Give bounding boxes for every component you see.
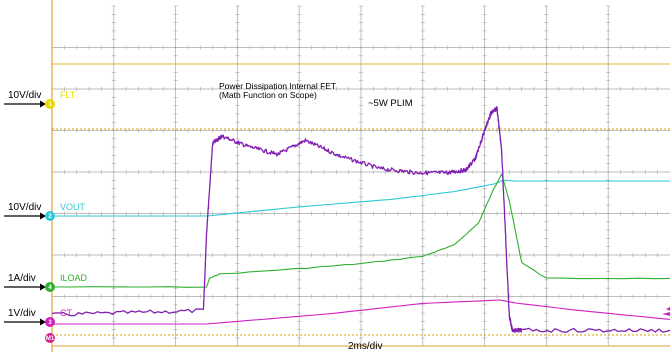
- x-axis-scale-label: 2ms/div: [348, 341, 382, 352]
- channel-scale-ct: 1V/div: [8, 308, 36, 319]
- channel-marker-label: 2: [48, 214, 52, 220]
- channel-name-ct: CT: [60, 308, 72, 318]
- channel-marker-2: [45, 211, 55, 221]
- annotation-power-line2: (Math Function on Scope): [219, 90, 317, 100]
- annotation-power-line1: Power Dissipation Internal FET: [219, 81, 336, 91]
- channel-marker-4: [45, 282, 55, 292]
- channel-3-right-marker: [662, 312, 670, 316]
- trace-m1: [51, 105, 670, 333]
- annotation-plim: ~5W PLIM: [368, 98, 413, 109]
- channel-name-flt: FLT: [60, 90, 76, 100]
- channel-scale-flt: 10V/div: [8, 90, 41, 101]
- channel-scale-vout: 10V/div: [8, 202, 41, 213]
- channel-marker-1: [45, 99, 55, 109]
- channel-3-right-marker: [666, 307, 670, 311]
- channel-marker-3: [45, 317, 55, 327]
- trace-iload: [52, 173, 670, 288]
- channel-scale-iload: 1A/div: [8, 273, 36, 284]
- channel-marker-label: M1: [46, 336, 55, 342]
- graticule: [51, 0, 670, 352]
- channel-marker-m1: [45, 333, 55, 343]
- channel-arrow-head: [40, 318, 46, 326]
- channel-name-iload: ILOAD: [60, 273, 88, 283]
- channel-arrow-head: [40, 212, 46, 220]
- channel-arrow-head: [40, 100, 46, 108]
- channel-marker-label: 3: [48, 320, 52, 326]
- channel-marker-label: 4: [48, 285, 52, 291]
- channel-name-vout: VOUT: [60, 202, 86, 212]
- channel-markers: 1 FLT 2 VOUT 4 ILOAD 3 CT M1: [45, 90, 670, 343]
- trace-vout: [52, 179, 670, 217]
- channel-scale-labels: 10V/div 10V/div 1A/div 1V/div: [4, 90, 46, 326]
- channel-arrow-head: [40, 283, 46, 291]
- traces: [51, 63, 670, 336]
- trace-ct: [52, 299, 670, 325]
- channel-marker-label: 1: [48, 102, 52, 108]
